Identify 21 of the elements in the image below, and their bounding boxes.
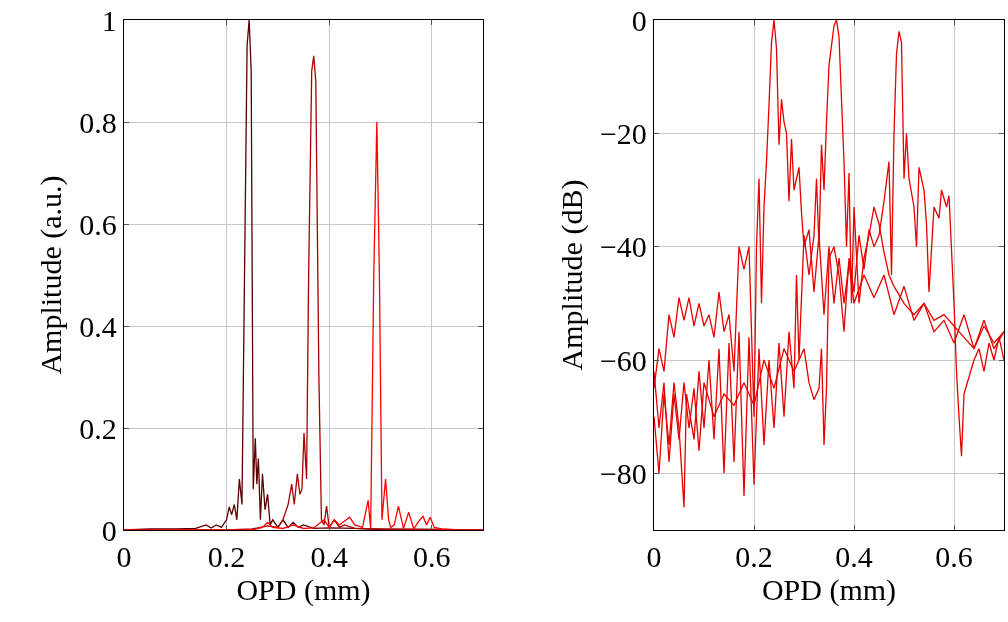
y-axis-title: Amplitude (dB) [554,179,589,371]
y-tick-label: 0.8 [79,105,117,139]
y-tick-label: 0.4 [79,309,117,343]
x-tick-label: 0.4 [835,540,873,574]
y-tick-label: −20 [599,116,647,150]
y-tick-label: 0 [101,513,117,547]
x-tick-label: 0.2 [207,540,246,574]
x-tick-label: 0.6 [412,540,451,574]
y-tick-label: −80 [599,456,647,490]
y-axis-title: Amplitude (a.u.) [34,175,69,375]
y-tick-label: −40 [599,230,647,264]
y-tick-label: 0 [631,3,647,37]
y-tick-label: 0.2 [79,411,117,445]
x-axis-title: OPD (mm) [761,573,897,608]
x-tick-label: 0.4 [310,540,348,574]
y-tick-label: −60 [599,343,647,377]
x-tick-label: 0.6 [935,540,973,574]
y-tick-label: 0.6 [79,207,117,241]
x-tick-label: 0.2 [735,540,773,574]
y-tick-label: 1 [101,3,117,37]
x-axis-title: OPD (mm) [236,573,371,608]
